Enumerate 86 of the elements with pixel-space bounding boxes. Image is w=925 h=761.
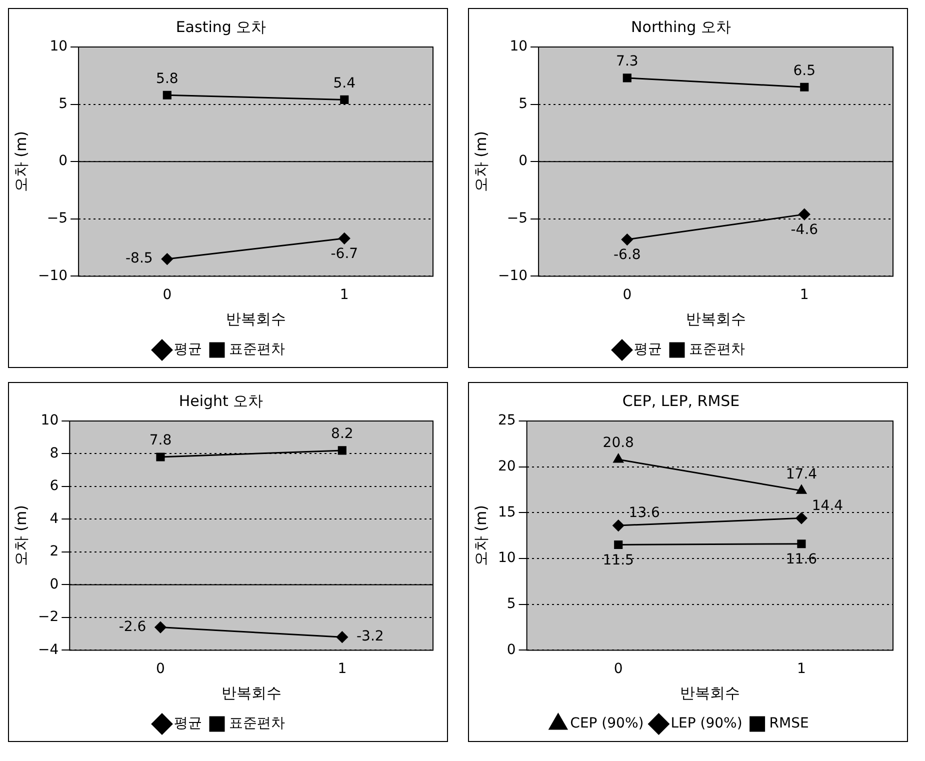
data-label: 7.8: [149, 432, 172, 449]
point: [161, 253, 173, 265]
point: [340, 95, 349, 104]
data-label: 17.4: [786, 466, 818, 482]
legend-label: RMSE: [769, 716, 809, 732]
y-tick-label: 25: [498, 412, 516, 429]
legend-label: 표준편차: [229, 716, 285, 732]
point: [800, 82, 809, 92]
legend-label: 평균: [174, 342, 202, 358]
y-tick-label: 10: [40, 412, 59, 429]
point: [798, 208, 810, 220]
y-tick-label: 10: [50, 38, 68, 55]
y-tick-label: −4: [38, 642, 59, 658]
y-axis-title: 오차 (m): [12, 131, 30, 192]
y-tick-label: −5: [506, 210, 528, 227]
point: [612, 520, 624, 532]
x-tick-label: 0: [614, 661, 623, 678]
x-axis-title: 반복회수: [221, 684, 282, 702]
x-tick-label: 1: [800, 287, 809, 304]
x-tick-label: 0: [162, 287, 172, 304]
data-label: 5.8: [156, 70, 178, 87]
x-tick-label: 0: [622, 287, 632, 304]
point: [614, 540, 623, 550]
point: [162, 90, 172, 100]
data-label: -2.6: [118, 618, 146, 635]
y-tick-label: −5: [46, 210, 68, 227]
x-tick-label: 1: [796, 661, 806, 678]
legend-label: CEP (90%): [570, 716, 644, 732]
x-tick-label: 1: [340, 287, 349, 304]
chart-title: Northing 오차: [631, 18, 731, 36]
point: [156, 452, 165, 462]
y-tick-label: 0: [58, 153, 68, 170]
point: [154, 622, 166, 634]
y-axis-title: 오차 (m): [472, 131, 490, 192]
y-tick-label: −2: [38, 609, 59, 626]
data-label: 6.5: [793, 62, 816, 79]
legend-label: 표준편차: [689, 342, 745, 358]
y-tick-label: 10: [498, 550, 516, 566]
y-tick-label: 0: [518, 153, 528, 170]
y-tick-label: 2: [50, 544, 59, 560]
point: [338, 446, 346, 455]
data-label: 14.4: [812, 498, 844, 514]
point: [621, 234, 633, 246]
point: [797, 540, 806, 548]
data-label: -4.6: [790, 222, 818, 238]
y-tick-label: 8: [50, 445, 59, 462]
data-label: 20.8: [602, 435, 634, 452]
y-tick-label: 4: [50, 510, 59, 527]
y-tick-label: 0: [50, 576, 59, 592]
data-label: 11.5: [602, 552, 634, 568]
x-axis-title: 반복회수: [226, 310, 286, 328]
data-label: 8.2: [331, 426, 354, 442]
data-label: 11.6: [786, 551, 818, 568]
y-axis-title: 오차 (m): [12, 505, 30, 566]
y-tick-label: 0: [506, 642, 516, 658]
y-tick-label: −10: [498, 268, 528, 284]
legend-label: 표준편차: [229, 342, 285, 358]
legend-label: LEP (90%): [670, 716, 742, 732]
chart-title: Easting 오차: [176, 18, 266, 36]
y-tick-label: 5: [58, 96, 68, 112]
data-label: -3.2: [356, 628, 384, 645]
x-axis-title: 반복회수: [686, 310, 746, 328]
legend-label: 평균: [174, 716, 202, 732]
x-tick-label: 1: [338, 661, 347, 678]
y-tick-label: 5: [518, 96, 528, 112]
y-tick-label: −10: [38, 268, 68, 284]
y-tick-label: 10: [510, 38, 528, 55]
y-tick-label: 20: [498, 458, 516, 474]
y-tick-label: 15: [498, 504, 516, 520]
y-tick-label: 6: [50, 478, 59, 494]
data-label: 7.3: [616, 54, 638, 70]
chart-title: Height 오차: [178, 392, 264, 410]
point: [796, 512, 808, 524]
x-tick-label: 0: [156, 661, 165, 678]
data-label: -8.5: [125, 250, 153, 267]
point: [336, 631, 348, 643]
data-label: -6.7: [330, 246, 358, 262]
chart-title: CEP, LEP, RMSE: [622, 392, 740, 410]
legend-label: 평균: [634, 342, 662, 358]
data-label: 5.4: [333, 75, 356, 92]
point: [338, 232, 350, 244]
y-axis-title: 오차 (m): [472, 505, 490, 566]
data-label: -6.8: [613, 247, 641, 264]
x-axis-title: 반복회수: [680, 684, 740, 702]
y-tick-label: 5: [506, 596, 516, 612]
point: [622, 74, 632, 82]
